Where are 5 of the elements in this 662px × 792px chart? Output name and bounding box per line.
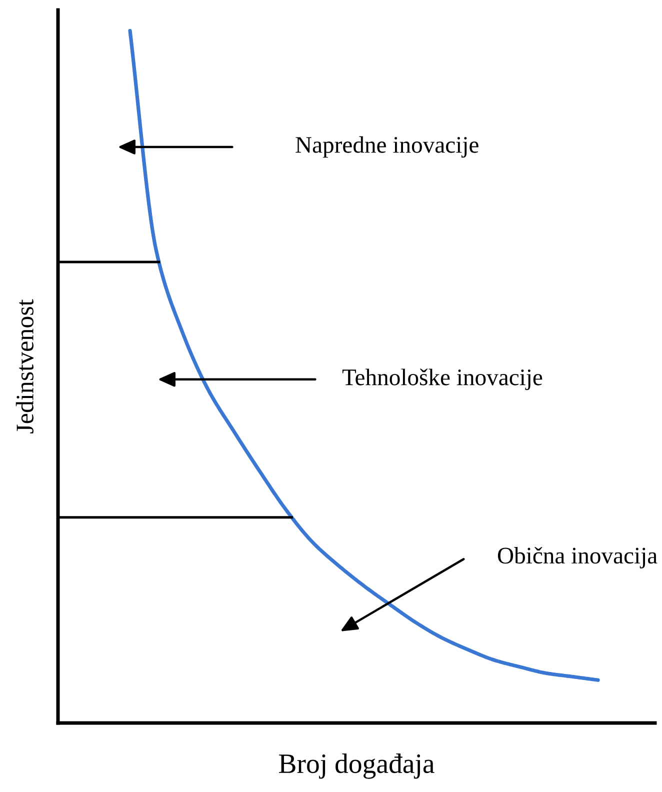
annotation: Obična inovacija bbox=[498, 546, 658, 568]
annotation: Tehnološke inovacije bbox=[342, 368, 542, 390]
x-axis-title: Broj događaja bbox=[279, 754, 434, 779]
annotation: Napredne inovacije bbox=[296, 136, 478, 158]
y-axis-title: Jedinstvenost bbox=[16, 299, 34, 434]
